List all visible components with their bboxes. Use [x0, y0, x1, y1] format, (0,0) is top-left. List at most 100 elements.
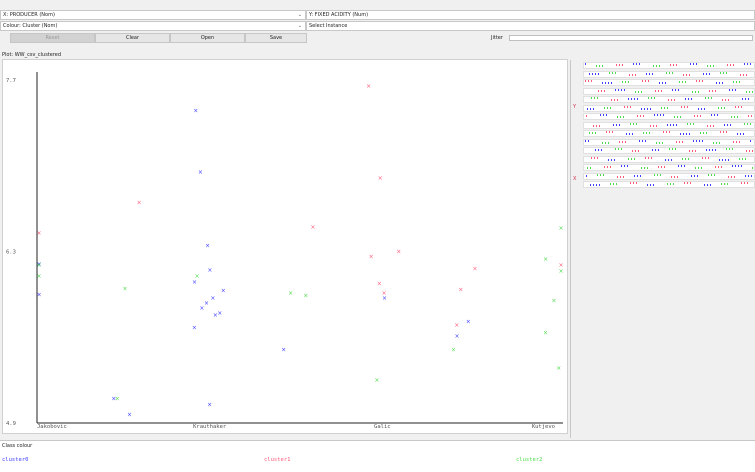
data-point-cluster0[interactable]: × — [204, 300, 209, 307]
select-instance-select[interactable]: Select Instance — [306, 21, 755, 31]
scatter-plot[interactable]: 7.7 6.3 4.9 JakobovicJosipovicKrauthakerMa… — [3, 60, 567, 433]
data-point-cluster0[interactable]: × — [199, 305, 204, 312]
attribute-strip[interactable] — [583, 87, 755, 95]
strip-mark — [722, 82, 723, 84]
attribute-strip[interactable] — [583, 164, 755, 171]
data-point-cluster0[interactable]: × — [36, 261, 41, 268]
data-point-cluster0[interactable]: × — [221, 288, 226, 295]
data-point-cluster0[interactable]: × — [382, 295, 387, 302]
attribute-strip[interactable] — [583, 113, 755, 120]
strip-mark — [739, 140, 740, 143]
data-point-cluster2[interactable]: × — [551, 298, 556, 305]
attribute-strip[interactable] — [583, 121, 755, 129]
strip-mark — [632, 150, 633, 152]
data-point-cluster0[interactable]: × — [192, 279, 197, 286]
data-point-cluster0[interactable]: × — [281, 347, 286, 354]
attribute-strip[interactable] — [583, 62, 755, 69]
data-point-cluster1[interactable]: × — [377, 280, 382, 287]
data-point-cluster0[interactable]: × — [37, 291, 42, 298]
attribute-strip[interactable] — [583, 104, 755, 112]
attribute-strip[interactable] — [583, 138, 755, 146]
data-point-cluster1[interactable]: × — [396, 249, 401, 256]
data-point-cluster2[interactable]: × — [374, 377, 379, 384]
strip-mark — [634, 98, 635, 100]
data-point-cluster1[interactable]: × — [558, 262, 563, 269]
strip-mark — [643, 132, 644, 134]
jitter-slider[interactable] — [509, 35, 753, 41]
data-point-cluster0[interactable]: × — [454, 333, 459, 340]
data-point-cluster2[interactable]: × — [543, 256, 548, 263]
x-axis-select[interactable]: X: PRODUCER (Nom) ⌄ — [0, 10, 306, 20]
strip-mark — [612, 131, 613, 133]
data-point-cluster0[interactable]: × — [213, 312, 218, 319]
attribute-strip[interactable] — [583, 181, 755, 188]
strip-mark — [728, 99, 729, 101]
legend-item-cluster2[interactable]: cluster2 — [516, 457, 543, 463]
data-point-cluster0[interactable]: × — [205, 242, 210, 249]
y-axis-select[interactable]: Y: FIXED ACIDITY (Num) — [306, 10, 755, 20]
strip-mark — [594, 156, 595, 159]
strip-mark — [676, 64, 677, 66]
data-point-cluster1[interactable]: × — [369, 253, 374, 260]
strip-mark — [641, 107, 642, 110]
plot-area[interactable]: 7.7 6.3 4.9 JakobovicJosipovicKrauthakerMa… — [2, 59, 568, 434]
attribute-strip[interactable] — [583, 130, 755, 137]
data-point-cluster2[interactable]: × — [288, 290, 293, 297]
strip-mark — [597, 173, 598, 176]
data-point-cluster1[interactable]: × — [472, 266, 477, 273]
data-point-cluster2[interactable]: × — [123, 285, 128, 292]
data-point-cluster0[interactable]: × — [217, 310, 222, 317]
strip-mark — [650, 184, 651, 186]
data-point-cluster2[interactable]: × — [36, 262, 41, 269]
strip-mark — [728, 158, 729, 161]
data-point-cluster1[interactable]: × — [382, 290, 387, 297]
data-point-cluster1[interactable]: × — [454, 322, 459, 329]
data-point-cluster2[interactable]: × — [543, 329, 548, 336]
data-point-cluster1[interactable]: × — [458, 286, 463, 293]
save-button[interactable]: Save — [245, 33, 307, 43]
data-point-cluster0[interactable]: × — [127, 411, 132, 418]
open-button[interactable]: Open — [170, 33, 245, 43]
attribute-strip[interactable] — [583, 147, 755, 154]
legend-item-cluster0[interactable]: cluster0 — [2, 457, 29, 463]
data-point-cluster1[interactable]: × — [137, 200, 142, 207]
clear-button[interactable]: Clear — [95, 33, 170, 43]
colour-select[interactable]: Colour: Cluster (Nom) ⌄ — [0, 21, 306, 31]
data-point-cluster2[interactable]: × — [451, 347, 456, 354]
data-point-cluster1[interactable]: × — [310, 224, 315, 231]
legend-item-cluster1[interactable]: cluster1 — [264, 457, 291, 463]
data-point-cluster1[interactable]: × — [36, 230, 41, 237]
attribute-strip[interactable] — [583, 70, 755, 78]
data-point-cluster2[interactable]: × — [303, 293, 308, 300]
attribute-strip[interactable] — [583, 155, 755, 163]
strip-mark — [606, 114, 607, 116]
strip-mark — [707, 184, 708, 186]
strip-mark — [630, 122, 631, 125]
data-point-cluster0[interactable]: × — [207, 402, 212, 409]
data-point-cluster2[interactable]: × — [558, 268, 563, 275]
data-point-cluster0[interactable]: × — [207, 267, 212, 274]
data-point-cluster1[interactable]: × — [366, 83, 371, 90]
attribute-strip[interactable] — [583, 79, 755, 86]
strip-mark — [653, 184, 654, 186]
data-point-cluster0[interactable]: × — [192, 324, 197, 331]
strip-mark — [680, 116, 681, 118]
data-point-cluster2[interactable]: × — [195, 273, 200, 280]
reset-button[interactable]: Reset — [10, 33, 95, 43]
data-point-cluster2[interactable]: × — [556, 365, 561, 372]
strip-mark — [707, 124, 708, 127]
data-point-cluster0[interactable]: × — [210, 295, 215, 302]
strip-mark — [686, 73, 687, 76]
data-point-cluster2[interactable]: × — [115, 396, 120, 403]
attribute-strip[interactable] — [583, 96, 755, 103]
data-point-cluster0[interactable]: × — [111, 396, 116, 403]
data-point-cluster0[interactable]: × — [466, 318, 471, 325]
data-point-cluster1[interactable]: × — [378, 175, 383, 182]
data-point-cluster2[interactable]: × — [36, 273, 41, 280]
data-point-cluster0[interactable]: × — [198, 169, 203, 176]
attribute-strip[interactable] — [583, 172, 755, 180]
strip-mark — [677, 116, 678, 118]
attribute-panel[interactable]: Y X — [570, 60, 755, 438]
data-point-cluster0[interactable]: × — [193, 108, 198, 115]
data-point-cluster2[interactable]: × — [558, 225, 563, 232]
